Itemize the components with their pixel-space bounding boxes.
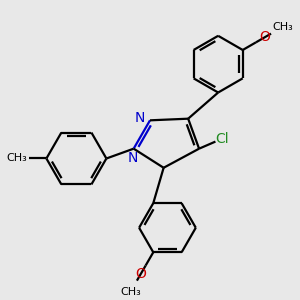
Text: N: N [135, 111, 146, 124]
Text: CH₃: CH₃ [7, 154, 27, 164]
Text: CH₃: CH₃ [272, 22, 293, 32]
Text: O: O [260, 30, 270, 44]
Text: N: N [128, 151, 138, 165]
Text: Cl: Cl [215, 132, 229, 146]
Text: O: O [135, 268, 146, 281]
Text: CH₃: CH₃ [120, 287, 141, 297]
